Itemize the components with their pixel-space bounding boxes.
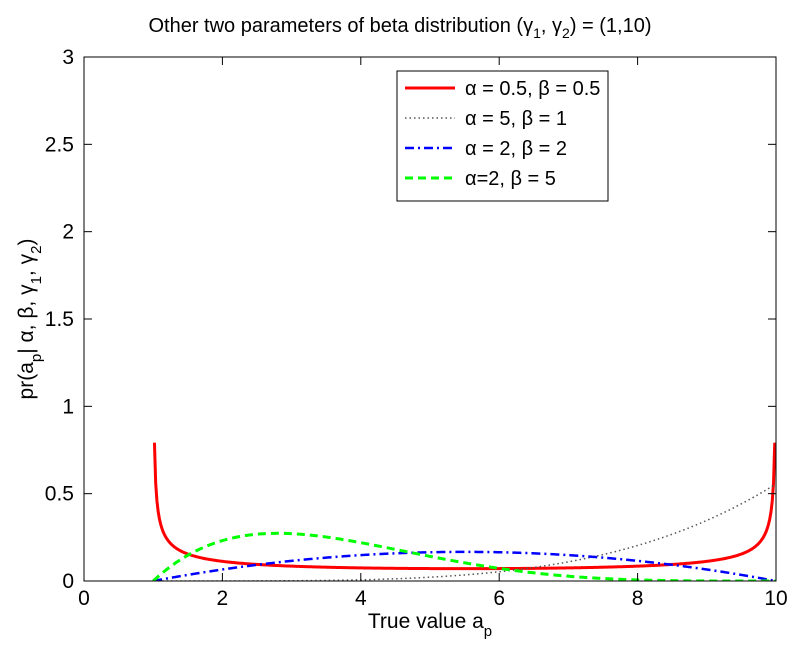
x-tick-label: 8 <box>632 587 644 610</box>
tick-layer: 0 2 4 6 8 10 0 0.5 1 1.5 2 2.5 3 <box>45 46 788 610</box>
x-axis-label-main: True value a <box>368 610 484 633</box>
y-tick-label: 0 <box>62 570 74 593</box>
y-tick-label: 1.5 <box>45 308 74 331</box>
title-gamma-2: γ <box>552 15 562 37</box>
x-tick-label: 6 <box>493 587 505 610</box>
legend: α = 0.5, β = 0.5 α = 5, β = 1 α = 2, β = 2… <box>396 70 609 202</box>
title-gamma-1: γ <box>523 15 533 37</box>
x-axis-label-sub: p <box>484 623 492 640</box>
title-suffix: ) = (1,10) <box>570 15 652 37</box>
y-tick-label: 2 <box>62 221 74 244</box>
y-label-mid: | α, β, γ <box>15 284 38 354</box>
series-line-1 <box>152 442 776 571</box>
legend-label-1: α = 0.5, β = 0.5 <box>465 78 600 100</box>
title-sub-1: 1 <box>533 25 541 41</box>
x-tick-label: 0 <box>78 587 90 610</box>
title-prefix: Other two parameters of beta distributio… <box>148 15 523 37</box>
y-label-sub-2: 2 <box>28 246 45 254</box>
x-tick-label: 2 <box>217 587 229 610</box>
y-label-sub-p: p <box>28 354 45 362</box>
y-tick-label: 0.5 <box>45 483 74 506</box>
y-label-sub-1: 1 <box>28 276 45 284</box>
y-tick-label: 2.5 <box>45 133 74 156</box>
chart-title: Other two parameters of beta distributio… <box>148 15 651 41</box>
y-label-post: ) <box>15 239 38 246</box>
series-line-3 <box>152 550 776 581</box>
series-line-4 <box>152 531 776 581</box>
y-label-sep: , γ <box>15 253 38 276</box>
legend-label-2: α = 5, β = 1 <box>465 108 567 130</box>
title-sub-2: 2 <box>562 25 570 41</box>
series-line-2 <box>153 483 776 581</box>
y-tick-label: 1 <box>62 395 74 418</box>
series-layer <box>152 442 776 581</box>
x-tick-label: 4 <box>355 587 367 610</box>
y-label-pre: pr(a <box>15 362 38 400</box>
y-axis-label: pr(ap| α, β, γ1, γ2) <box>15 239 45 400</box>
legend-label-3: α = 2, β = 2 <box>465 138 567 160</box>
y-tick-label: 3 <box>62 46 74 69</box>
legend-label-4: α=2, β = 5 <box>465 168 556 190</box>
title-separator: , <box>541 15 552 37</box>
x-axis-label: True value ap <box>368 610 492 640</box>
x-tick-label: 10 <box>764 587 787 610</box>
